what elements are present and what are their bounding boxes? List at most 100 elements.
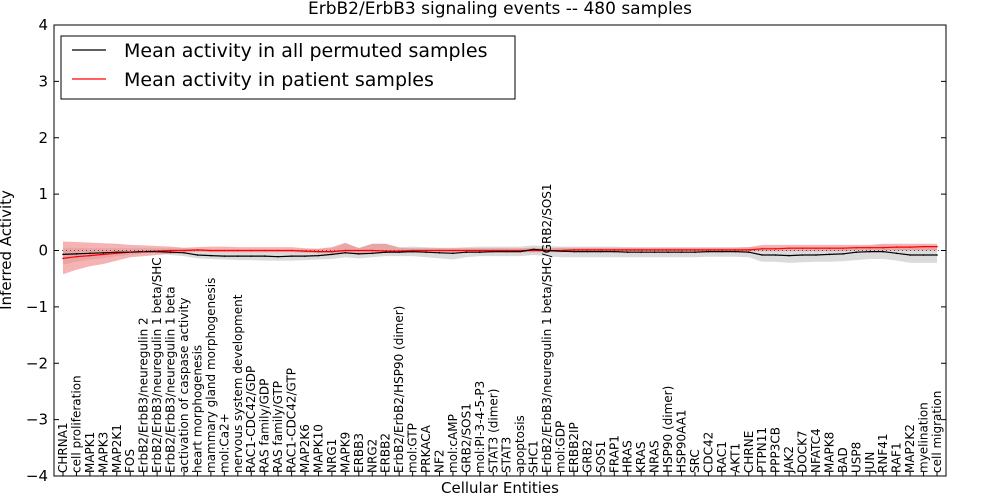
x-tick-label: RAS family/GDP (258, 379, 272, 473)
y-axis: −4 −3 −2 −1 0 1 2 3 4 (26, 16, 946, 485)
permuted-point (438, 252, 441, 254)
x-tick-label: CHRNA1 (56, 422, 70, 473)
y-tick-label: −1 (26, 298, 48, 316)
patient-point (358, 249, 360, 252)
y-tick-label: −4 (26, 467, 48, 485)
x-tick-label: ERBB2IP (567, 422, 581, 473)
x-tick-label: mammary gland morphogenesis (204, 278, 218, 473)
permuted-point (452, 252, 454, 255)
patient-point (559, 249, 562, 252)
x-tick-label: NRG2 (365, 439, 379, 473)
patient-point (183, 249, 185, 252)
permuted-point (828, 253, 831, 256)
permuted-point (640, 251, 642, 253)
x-tick-label: STAT3 (500, 437, 514, 473)
legend-label-permuted: Mean activity in all permuted samples (124, 40, 487, 62)
patient-point (102, 253, 105, 256)
patient-point (613, 249, 616, 251)
x-tick-label: nervous system development (231, 294, 245, 473)
x-tick-label: HSP90AA1 (675, 409, 689, 473)
permuted-point (936, 254, 938, 256)
patient-point (465, 249, 468, 252)
x-tick-label: ErbB2/ErbB2/HSP90 (dimer) (392, 306, 406, 473)
patient-point (425, 249, 427, 252)
patient-point (532, 249, 535, 252)
x-tick-label: NF2 (433, 449, 447, 473)
patient-point (707, 249, 710, 251)
permuted-point (75, 253, 78, 255)
permuted-point (304, 255, 306, 257)
x-tick-label: FOS (123, 449, 137, 473)
y-tick-label: 1 (38, 185, 48, 203)
patient-point (129, 251, 131, 253)
permuted-point (250, 255, 252, 257)
permuted-point (774, 254, 777, 256)
x-tick-label: MAPK9 (338, 432, 352, 473)
permuted-point (384, 251, 387, 253)
permuted-point (465, 251, 468, 253)
permuted-point (331, 253, 333, 256)
permuted-point (277, 255, 279, 258)
x-tick-label: NRAS (648, 440, 662, 473)
patient-point (142, 250, 145, 253)
x-tick-label: RAC1-CDC42/GDP (244, 366, 258, 473)
x-tick-label: PTPN11 (755, 427, 769, 473)
permuted-point (398, 251, 401, 253)
patient-point (600, 249, 602, 251)
x-tick-label: HSP90 (dimer) (661, 386, 675, 473)
patient-point (210, 249, 212, 252)
permuted-point (707, 250, 710, 253)
x-tick-label: mol:Ca2+ (217, 413, 231, 473)
patient-point (895, 246, 898, 248)
patient-point (774, 248, 777, 250)
permuted-point (801, 254, 804, 256)
confidence-bands (63, 241, 937, 275)
patient-point (505, 249, 508, 252)
x-tick-label: AKT1 (728, 443, 742, 473)
permuted-point (653, 251, 656, 253)
permuted-point (492, 250, 495, 253)
x-tick-label: HRAS (621, 440, 635, 473)
permuted-point (869, 250, 871, 253)
patient-point (156, 250, 158, 252)
x-tick-label: USP8 (849, 442, 863, 473)
permuted-point (169, 251, 172, 253)
x-tick-label: CDC42 (701, 432, 715, 473)
x-tick-label: mol:cAMP (446, 414, 460, 473)
x-tick-label: SHC1 (527, 440, 541, 473)
x-tick-label: RAC1 (715, 441, 729, 473)
x-tick-label: ErbB2/ErbB3/neuregulin 2 (137, 317, 151, 473)
x-tick-label: SRC (688, 449, 702, 473)
permuted-point (317, 254, 320, 257)
patient-point (75, 255, 78, 258)
permuted-point (922, 254, 925, 256)
patient-point (909, 246, 911, 248)
patient-point (815, 247, 817, 249)
patient-point (640, 249, 642, 251)
patient-point (277, 249, 279, 252)
permuted-point (425, 251, 427, 253)
patient-point (721, 249, 723, 251)
x-tick-label: SOS1 (594, 441, 608, 473)
patient-point (519, 249, 521, 252)
permuted-point (290, 255, 293, 257)
permuted-point (519, 250, 521, 253)
permuted-point (613, 250, 616, 253)
permuted-point (909, 254, 911, 256)
patient-point (331, 250, 333, 253)
y-tick-label: 2 (38, 129, 48, 147)
legend-label-patient: Mean activity in patient samples (124, 69, 434, 91)
y-tick-label: −3 (26, 411, 48, 429)
x-tick-label: CHRNE (742, 431, 756, 473)
x-tick-label: RAC1-CDC42/GTP (285, 368, 299, 473)
permuted-point (116, 251, 118, 253)
patient-point (626, 249, 629, 251)
x-tick-label: STAT3 (dimer) (486, 389, 500, 473)
permuted-point (411, 250, 414, 253)
permuted-point (62, 253, 64, 256)
x-tick-label: MAPK8 (822, 432, 836, 473)
chart-title: ErbB2/ErbB3 signaling events -- 480 samp… (308, 0, 692, 19)
patient-point (89, 254, 91, 257)
patient-point (398, 250, 401, 252)
patient-point (317, 250, 320, 253)
